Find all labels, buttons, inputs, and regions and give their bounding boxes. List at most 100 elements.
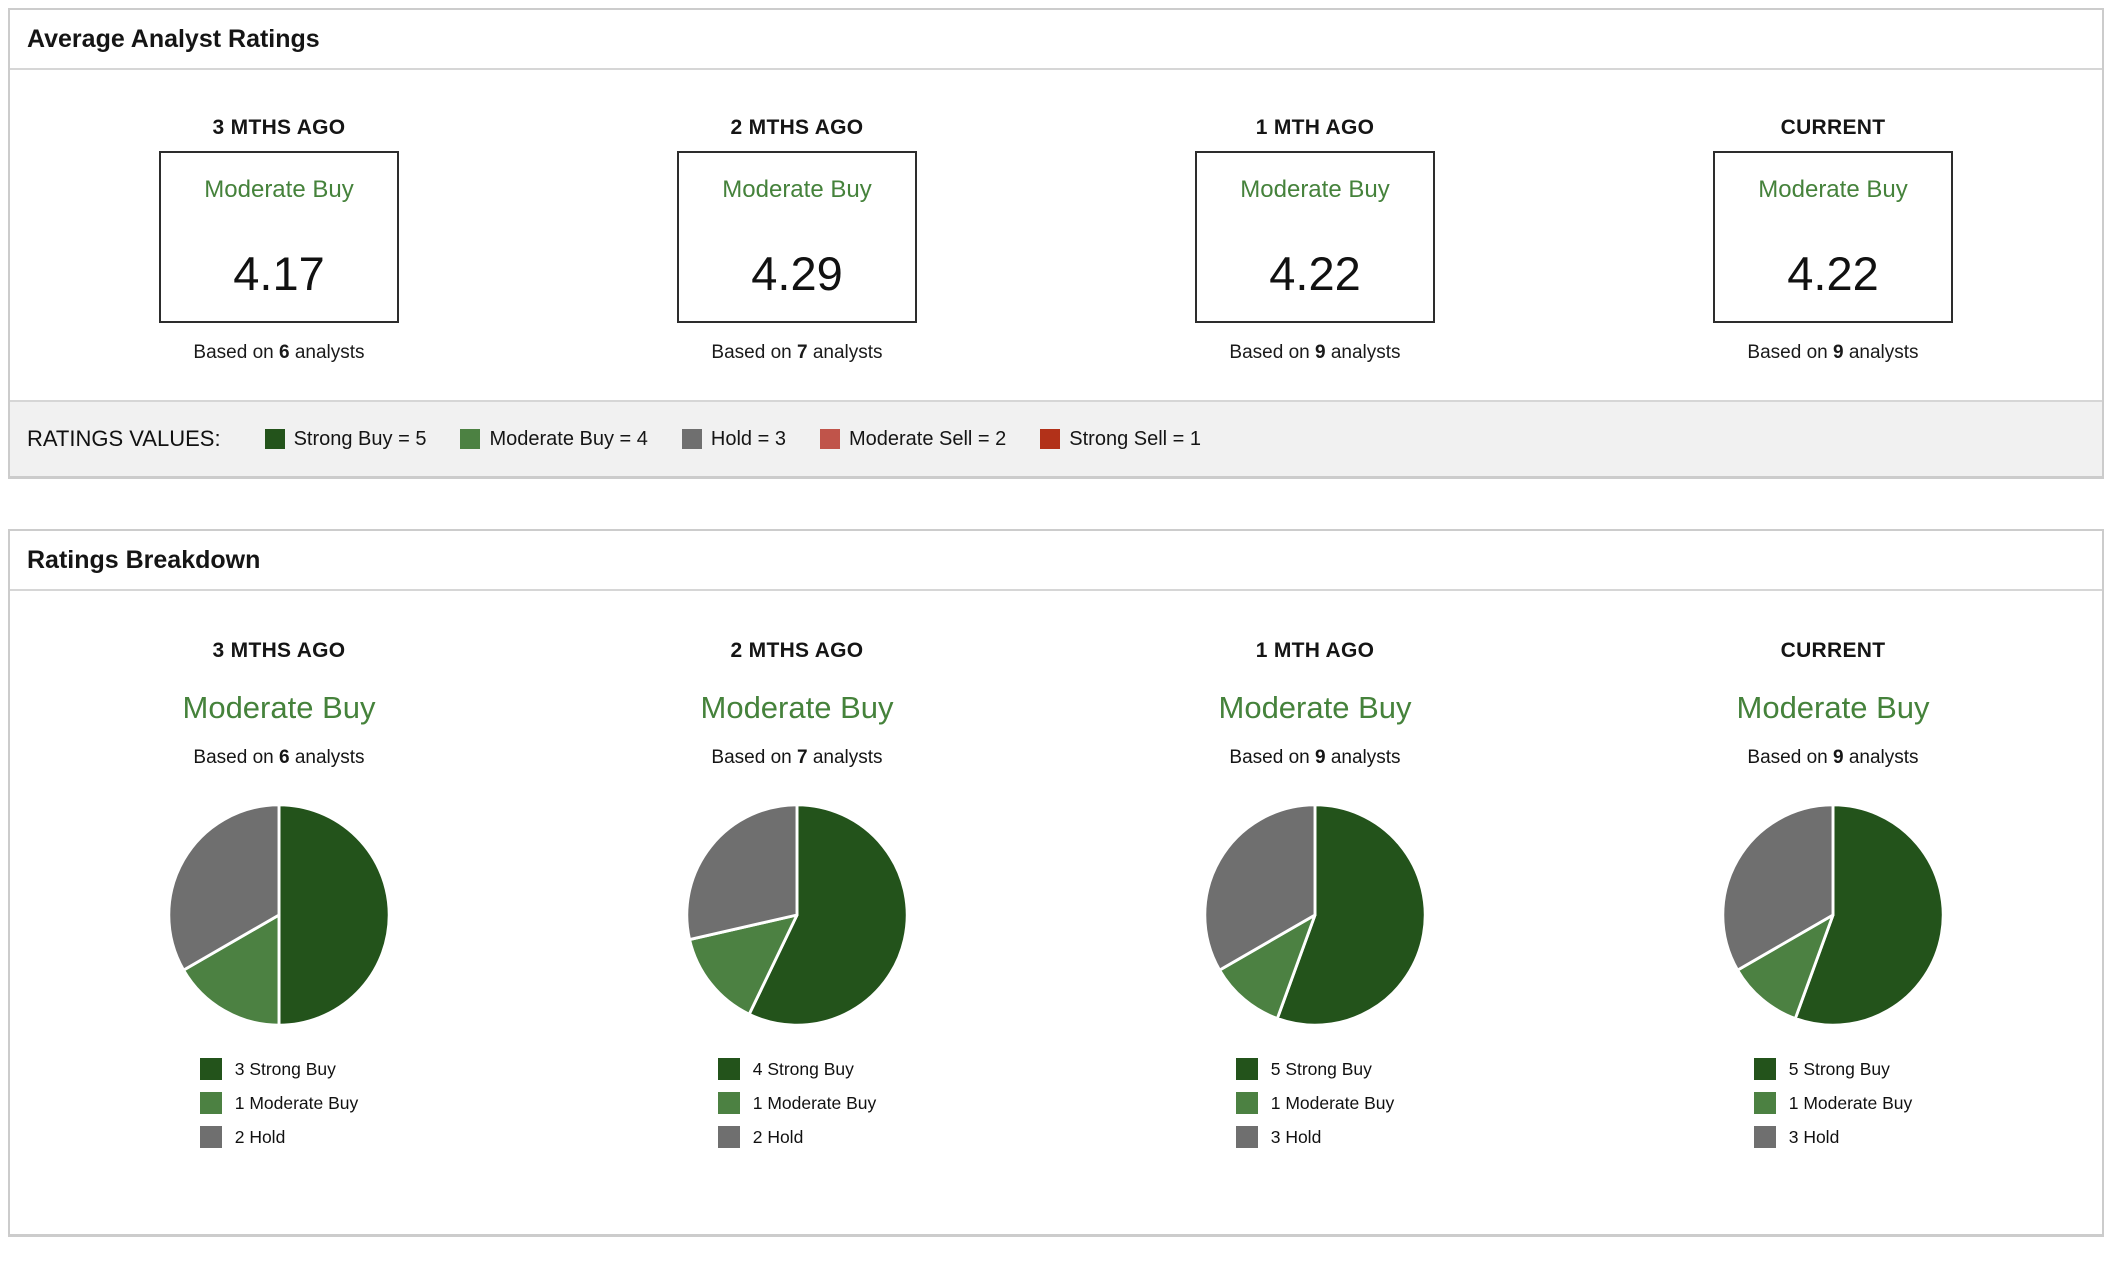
- analyst-count-note: Based on 6 analysts: [193, 747, 365, 768]
- legend-swatch: [1753, 1126, 1776, 1148]
- pie-chart: [1199, 799, 1431, 1031]
- legend-swatch: [1235, 1092, 1258, 1114]
- analyst-count: 7: [797, 342, 808, 363]
- legend-swatch: [199, 1092, 222, 1114]
- legend-item: 5 Strong Buy: [1235, 1058, 1395, 1080]
- rating-summary-column: 2 MTHS AGO Moderate Buy 4.29 Based on 7 …: [538, 116, 1056, 364]
- panel-title: Ratings Breakdown: [10, 531, 2102, 591]
- period-label: 1 MTH AGO: [1255, 639, 1375, 662]
- rating-label: Moderate Buy: [700, 690, 894, 725]
- legend-item-label: 5 Strong Buy: [1270, 1058, 1372, 1079]
- rating-summary-column: CURRENT Moderate Buy 4.22 Based on 9 ana…: [1574, 116, 2092, 364]
- analyst-count: 7: [797, 747, 808, 768]
- rating-score-box: Moderate Buy 4.22: [1713, 151, 1953, 323]
- legend-item-label: 3 Strong Buy: [234, 1058, 336, 1079]
- analyst-count-note: Based on 9 analysts: [1229, 342, 1401, 363]
- legend-item: 3 Hold: [1753, 1126, 1913, 1148]
- analyst-count-note: Based on 9 analysts: [1229, 747, 1401, 768]
- period-label: 2 MTHS AGO: [730, 116, 864, 139]
- legend-swatch: [460, 429, 481, 449]
- analyst-count: 6: [279, 747, 290, 768]
- ratings-values-label: RATINGS VALUES:: [27, 426, 221, 451]
- legend-item: 3 Strong Buy: [199, 1058, 359, 1080]
- analyst-count-note: Based on 7 analysts: [711, 747, 883, 768]
- pie-chart: [681, 799, 913, 1031]
- rating-score: 4.22: [1269, 247, 1361, 300]
- rating-score-box: Moderate Buy 4.22: [1195, 151, 1435, 323]
- pie-legend: 3 Strong Buy 1 Moderate Buy 2 Hold: [199, 1058, 359, 1148]
- legend-item: 2 Hold: [717, 1126, 877, 1148]
- pie-chart: [1717, 799, 1949, 1031]
- legend-swatch: [1040, 429, 1061, 449]
- analyst-count-note: Based on 9 analysts: [1747, 747, 1919, 768]
- legend-item-label: 3 Hold: [1270, 1126, 1322, 1147]
- average-ratings-panel: Average Analyst Ratings 3 MTHS AGO Moder…: [8, 8, 2104, 479]
- legend-item-label: 1 Moderate Buy: [1788, 1092, 1913, 1113]
- analyst-count: 9: [1833, 342, 1844, 363]
- period-label: CURRENT: [1780, 639, 1886, 662]
- period-label: CURRENT: [1780, 116, 1886, 139]
- pie-legend: 5 Strong Buy 1 Moderate Buy 3 Hold: [1753, 1058, 1913, 1148]
- rating-score: 4.17: [233, 247, 325, 300]
- legend-item: 2 Hold: [199, 1126, 359, 1148]
- breakdown-column: 1 MTH AGO Moderate Buy Based on 9 analys…: [1056, 639, 1574, 1148]
- rating-label: Moderate Buy: [182, 690, 376, 725]
- pie-chart: [163, 799, 395, 1031]
- legend-item-label: 2 Hold: [234, 1126, 286, 1147]
- legend-swatch: [1235, 1126, 1258, 1148]
- pie-legend: 4 Strong Buy 1 Moderate Buy 2 Hold: [717, 1058, 877, 1148]
- rating-label: Moderate Buy: [1736, 690, 1930, 725]
- breakdown-column: 2 MTHS AGO Moderate Buy Based on 7 analy…: [538, 639, 1056, 1148]
- legend-item: Hold = 3: [681, 427, 786, 451]
- legend-item-label: Moderate Sell = 2: [848, 427, 1007, 450]
- ratings-values-legend: RATINGS VALUES: Strong Buy = 5 Moderate …: [10, 400, 2102, 476]
- legend-swatch: [717, 1126, 740, 1148]
- period-label: 1 MTH AGO: [1255, 116, 1375, 139]
- rating-summary-column: 1 MTH AGO Moderate Buy 4.22 Based on 9 a…: [1056, 116, 1574, 364]
- analyst-count: 9: [1315, 342, 1326, 363]
- legend-swatch: [717, 1092, 740, 1114]
- legend-swatch: [199, 1058, 222, 1080]
- legend-swatch: [264, 429, 285, 449]
- average-ratings-grid: 3 MTHS AGO Moderate Buy 4.17 Based on 6 …: [10, 70, 2102, 400]
- legend-item: 1 Moderate Buy: [1753, 1092, 1913, 1114]
- legend-swatch: [681, 429, 702, 449]
- legend-item-label: 1 Moderate Buy: [1270, 1092, 1395, 1113]
- period-label: 2 MTHS AGO: [730, 639, 864, 662]
- panel-title: Average Analyst Ratings: [10, 10, 2102, 70]
- legend-item-label: 5 Strong Buy: [1788, 1058, 1890, 1079]
- legend-item: 5 Strong Buy: [1753, 1058, 1913, 1080]
- period-label: 3 MTHS AGO: [212, 116, 346, 139]
- ratings-breakdown-panel: Ratings Breakdown 3 MTHS AGO Moderate Bu…: [8, 529, 2104, 1237]
- analyst-count-note: Based on 7 analysts: [711, 342, 883, 363]
- breakdown-column: 3 MTHS AGO Moderate Buy Based on 6 analy…: [20, 639, 538, 1148]
- legend-item: Strong Buy = 5: [264, 427, 427, 451]
- legend-item-label: 1 Moderate Buy: [752, 1092, 877, 1113]
- analyst-count: 9: [1833, 747, 1844, 768]
- rating-label: Moderate Buy: [1240, 176, 1390, 203]
- legend-swatch: [1753, 1058, 1776, 1080]
- ratings-breakdown-grid: 3 MTHS AGO Moderate Buy Based on 6 analy…: [10, 591, 2102, 1234]
- rating-score-box: Moderate Buy 4.29: [677, 151, 917, 323]
- rating-label: Moderate Buy: [722, 176, 872, 203]
- legend-swatch: [199, 1126, 222, 1148]
- legend-item: Moderate Sell = 2: [819, 427, 1007, 451]
- legend-swatch: [717, 1058, 740, 1080]
- legend-item-label: Strong Buy = 5: [293, 427, 427, 450]
- rating-score: 4.29: [751, 247, 843, 300]
- legend-item-label: 1 Moderate Buy: [234, 1092, 359, 1113]
- analyst-count-note: Based on 9 analysts: [1747, 342, 1919, 363]
- legend-item-label: 2 Hold: [752, 1126, 804, 1147]
- breakdown-column: CURRENT Moderate Buy Based on 9 analysts…: [1574, 639, 2092, 1148]
- legend-item-label: Hold = 3: [710, 427, 786, 450]
- legend-swatch: [819, 429, 840, 449]
- legend-swatch: [1753, 1092, 1776, 1114]
- legend-item-label: Strong Sell = 1: [1069, 427, 1202, 450]
- legend-item-label: 3 Hold: [1788, 1126, 1840, 1147]
- rating-label: Moderate Buy: [204, 176, 354, 203]
- rating-label: Moderate Buy: [1758, 176, 1908, 203]
- analyst-count-note: Based on 6 analysts: [193, 342, 365, 363]
- analyst-count: 9: [1315, 747, 1326, 768]
- analyst-count: 6: [279, 342, 290, 363]
- legend-item: 1 Moderate Buy: [1235, 1092, 1395, 1114]
